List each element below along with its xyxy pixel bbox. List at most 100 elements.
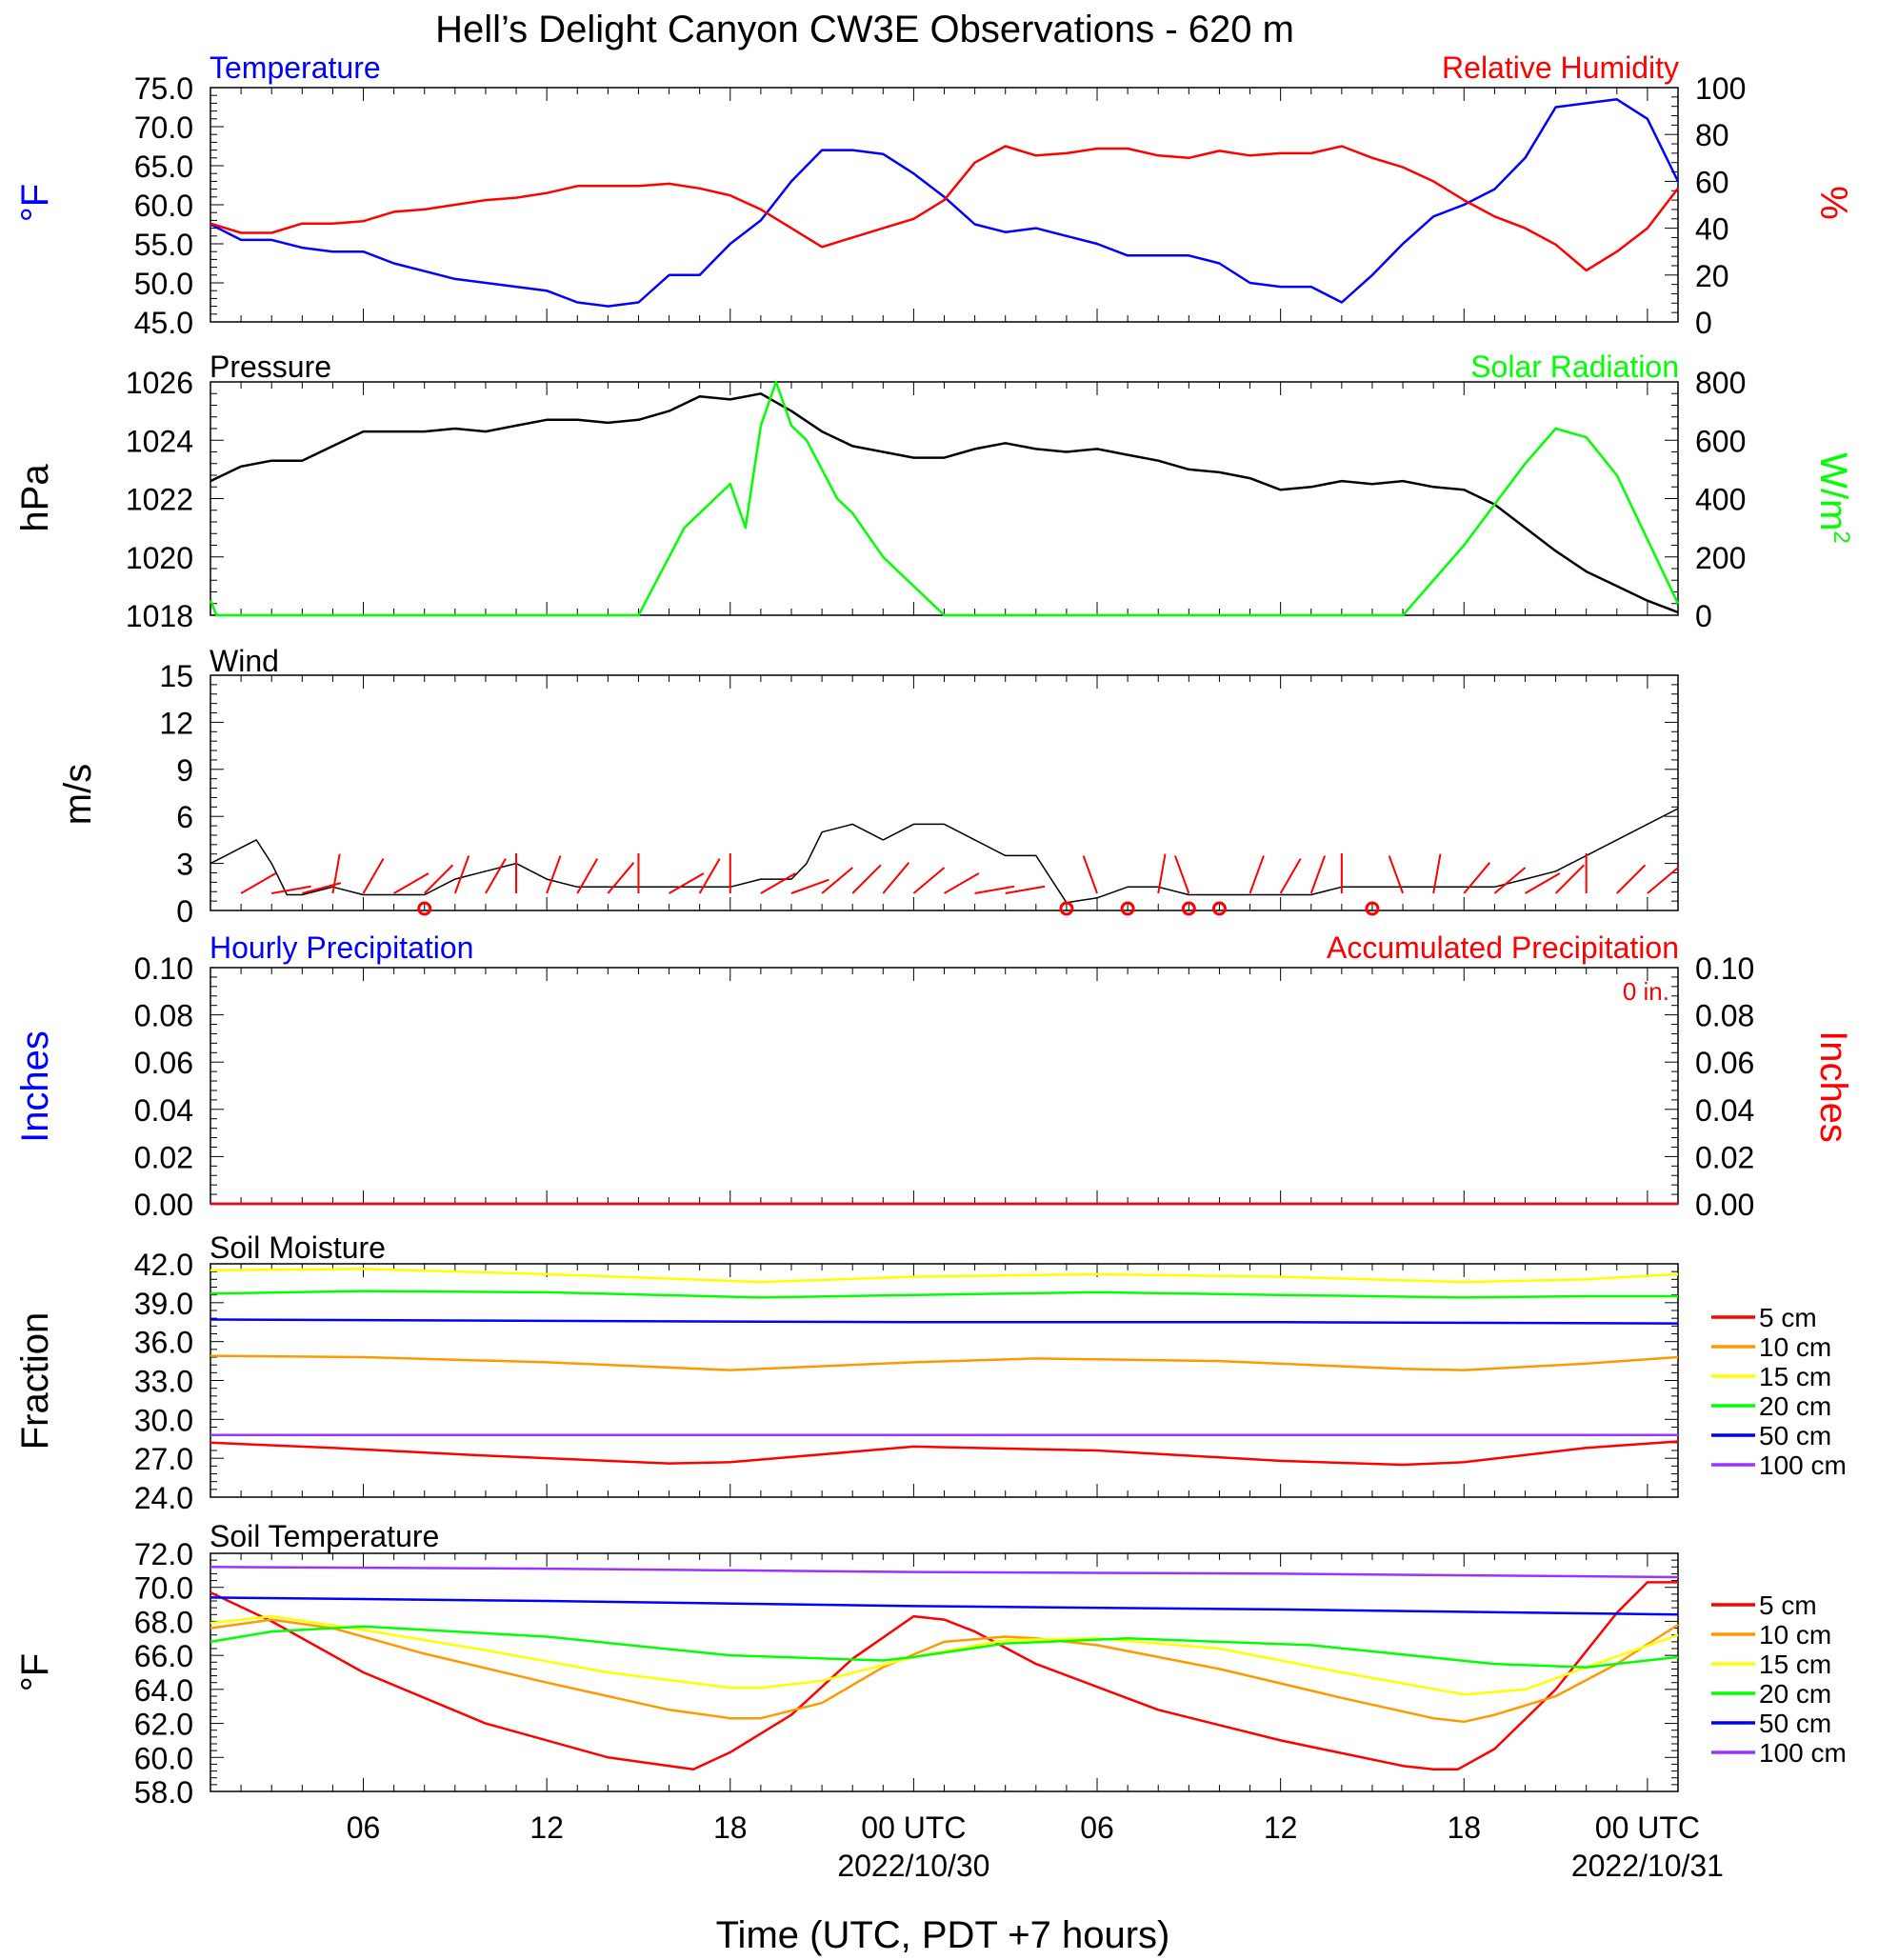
y-tick-label: 0.02: [134, 1140, 193, 1174]
x-tick-label: 00 UTC: [861, 1810, 966, 1845]
calm-marker: [1365, 901, 1380, 916]
wind-barb: [1554, 864, 1585, 894]
legend-label: 5 cm: [1759, 1590, 1817, 1620]
y-tick-label: 12: [159, 706, 193, 740]
y-tick-label: 1018: [126, 599, 193, 633]
wind-barb: [1493, 867, 1527, 894]
y-right-tick-label: 400: [1695, 483, 1746, 517]
humidity-title: Relative Humidity: [1442, 50, 1679, 85]
panel-precipitation: Hourly Precipitation Accumulated Precipi…: [14, 930, 1854, 1222]
wind-barb: [1463, 862, 1491, 894]
y-tick-label: 60.0: [134, 189, 193, 223]
accum-precip-title: Accumulated Precipitation: [1327, 930, 1679, 965]
y-right-tick-label: 100: [1695, 71, 1746, 106]
wind-barb: [453, 855, 470, 894]
wind-barb: [546, 855, 562, 894]
wind-barb: [362, 858, 385, 894]
wind-barb: [271, 885, 311, 894]
wind-barb: [424, 864, 454, 894]
calm-marker: [1211, 901, 1227, 916]
y-tick-label: 0.00: [134, 1188, 193, 1222]
y-tick-label: 72.0: [134, 1537, 193, 1571]
series-line: [210, 1625, 1679, 1669]
y-tick-label: 65.0: [134, 150, 193, 184]
hourly-precip-title: Hourly Precipitation: [210, 930, 473, 965]
series-line: [210, 1618, 1679, 1724]
wind-title: Wind: [210, 644, 279, 678]
wind-barb: [393, 872, 430, 894]
panel-pressure-solar: Pressure Solar Radiation hPa W/m2 101810…: [14, 350, 1854, 633]
humidity-axis-label: %: [1812, 186, 1854, 220]
series-line: [210, 98, 1680, 308]
calm-marker: [417, 901, 432, 916]
temperature-humidity-plot: 45.0 50.0 55.0 60.0 65.0 70.0 75.0 0 20 40 60 80 100: [134, 71, 1747, 340]
plot-frame: [210, 87, 1679, 323]
pressure-axis-label: hPa: [14, 464, 56, 532]
hourly-precip-axis-label: Inches: [14, 1030, 56, 1143]
calm-marker: [1059, 901, 1074, 916]
temperature-title: Temperature: [210, 50, 381, 85]
y-tick-label: 58.0: [134, 1775, 193, 1810]
x-tick-label: 12: [529, 1810, 564, 1845]
series-line: [210, 808, 1679, 904]
y-tick-label: 0.10: [134, 951, 193, 986]
y-tick-label: 9: [176, 753, 193, 788]
legend-label: 50 cm: [1759, 1709, 1831, 1738]
wind-barb: [974, 885, 1015, 894]
wind-barb: [607, 862, 635, 894]
wind-barb: [1616, 864, 1647, 894]
y-right-tick-label: 0: [1695, 599, 1712, 633]
y-right-tick-label: 0.10: [1695, 951, 1754, 986]
y-tick-label: 66.0: [134, 1639, 193, 1673]
legend-label: 100 cm: [1759, 1738, 1847, 1768]
legend-label: 10 cm: [1759, 1332, 1831, 1362]
wind-barb: [240, 872, 276, 894]
y-tick-label: 6: [176, 800, 193, 834]
legend-label: 5 cm: [1759, 1303, 1817, 1332]
solar-title: Solar Radiation: [1470, 350, 1679, 384]
y-tick-label: 62.0: [134, 1708, 193, 1742]
plot-frame: [210, 674, 1679, 911]
y-tick-label: 70.0: [134, 1571, 193, 1606]
x-tick-label: 06: [347, 1810, 381, 1845]
y-tick-label: 50.0: [134, 267, 193, 301]
y-tick-label: 24.0: [134, 1481, 193, 1515]
legend-label: 50 cm: [1759, 1421, 1831, 1450]
wind-barb: [851, 864, 882, 894]
y-tick-label: 0.04: [134, 1093, 193, 1128]
series-line: [210, 1290, 1678, 1299]
y-tick-label: 15: [159, 659, 193, 693]
calm-marker: [1120, 901, 1135, 916]
x-tick-label: 18: [713, 1810, 748, 1845]
panel-temperature-humidity: Temperature Relative Humidity °F % 45.0 5…: [14, 50, 1854, 340]
series-line: [210, 1596, 1679, 1616]
x-tick-label: 06: [1080, 1810, 1114, 1845]
y-tick-label: 45.0: [134, 306, 193, 340]
y-tick-label: 0: [176, 894, 193, 929]
wind-barb: [912, 867, 946, 894]
solar-axis-label: W/m2: [1812, 452, 1854, 544]
y-right-tick-label: 80: [1695, 118, 1729, 152]
wind-barb: [760, 872, 796, 894]
wind-barb: [1647, 867, 1679, 894]
x-axis-label: Time (UTC, PDT +7 hours): [716, 1914, 1170, 1956]
wind-barb: [821, 867, 853, 894]
wind-barb: [1279, 858, 1302, 894]
y-right-tick-label: 0.06: [1695, 1046, 1754, 1080]
temperature-axis-label: °F: [14, 184, 56, 222]
y-tick-label: 55.0: [134, 228, 193, 262]
panel-soil-temperature: Soil Temperature °F 58.060.062.064.066.0…: [14, 1519, 1847, 1810]
soil-temperature-title: Soil Temperature: [210, 1519, 439, 1553]
series-line: [210, 1318, 1679, 1325]
legend-label: 15 cm: [1759, 1362, 1831, 1391]
y-right-tick-label: 800: [1695, 366, 1746, 400]
series-line: [210, 145, 1679, 272]
wind-barb: [1388, 855, 1405, 894]
wind-barb: [1157, 853, 1167, 894]
wind-barb: [1082, 855, 1098, 894]
y-tick-label: 64.0: [134, 1673, 193, 1708]
y-right-tick-label: 0.08: [1695, 999, 1754, 1033]
legend-label: 20 cm: [1759, 1391, 1831, 1421]
series-line: [210, 1440, 1679, 1467]
y-right-tick-label: 0.04: [1695, 1093, 1754, 1128]
